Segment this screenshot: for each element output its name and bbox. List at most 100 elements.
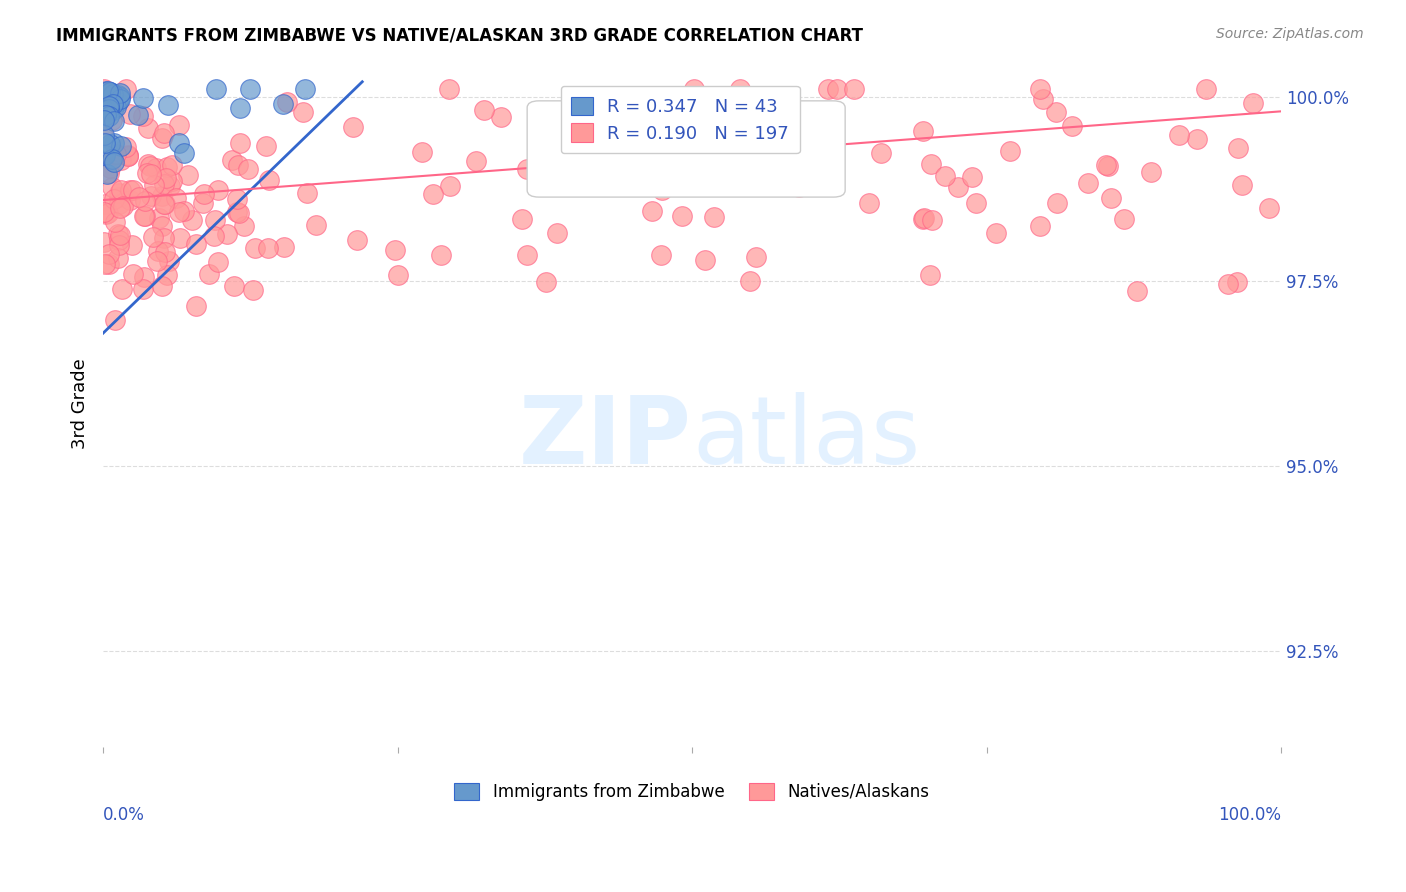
Point xyxy=(173,145,195,160)
Point xyxy=(97,246,120,260)
Point xyxy=(120,106,142,120)
Point xyxy=(297,186,319,200)
Y-axis label: 3rd Grade: 3rd Grade xyxy=(72,358,89,449)
Point xyxy=(384,243,406,257)
Point xyxy=(1140,164,1163,178)
Point xyxy=(157,98,180,112)
Point xyxy=(117,149,139,163)
Point xyxy=(103,192,125,206)
Point xyxy=(93,204,115,219)
Point xyxy=(305,218,328,232)
Point xyxy=(132,282,155,296)
Point xyxy=(695,253,717,268)
Point xyxy=(226,205,249,219)
Point xyxy=(101,87,124,101)
Point xyxy=(207,255,229,269)
Point xyxy=(215,227,238,241)
Point xyxy=(534,276,557,290)
Point xyxy=(107,227,129,241)
Point xyxy=(108,227,131,242)
Point xyxy=(101,97,124,112)
Point xyxy=(271,97,294,112)
Point xyxy=(132,109,155,123)
Point xyxy=(439,179,461,194)
Point xyxy=(104,147,127,161)
Point xyxy=(817,82,839,96)
Point xyxy=(242,283,264,297)
Point xyxy=(111,282,134,296)
Point xyxy=(97,109,120,123)
Point xyxy=(157,253,180,268)
Point xyxy=(273,240,295,254)
Point xyxy=(108,90,131,104)
Point xyxy=(110,139,132,153)
Point xyxy=(134,209,156,223)
FancyBboxPatch shape xyxy=(527,101,845,197)
Point xyxy=(93,235,115,249)
Point xyxy=(965,195,987,210)
Point xyxy=(465,154,488,169)
Point xyxy=(1028,219,1050,234)
Point xyxy=(156,268,179,282)
Point xyxy=(153,197,176,211)
Text: ZIP: ZIP xyxy=(519,392,692,483)
Point xyxy=(166,191,188,205)
Point xyxy=(387,268,409,283)
Point xyxy=(193,195,215,210)
Point xyxy=(153,244,176,259)
Point xyxy=(911,211,934,226)
Point xyxy=(97,104,120,119)
Point xyxy=(103,113,125,128)
Point xyxy=(516,248,538,262)
Point xyxy=(93,128,115,142)
Point xyxy=(346,233,368,247)
Point xyxy=(104,100,127,114)
Point xyxy=(100,99,122,113)
Point xyxy=(596,137,619,152)
Point xyxy=(153,230,176,244)
Point xyxy=(193,187,215,202)
Text: 100.0%: 100.0% xyxy=(1218,805,1281,823)
Point xyxy=(97,205,120,219)
Point xyxy=(162,174,184,188)
Point xyxy=(574,91,596,105)
Point xyxy=(202,229,225,244)
Point xyxy=(110,92,132,106)
Point xyxy=(640,203,662,218)
Point xyxy=(139,160,162,174)
Point xyxy=(1046,195,1069,210)
Point xyxy=(142,178,165,192)
Point xyxy=(101,112,124,127)
Point xyxy=(1045,105,1067,120)
Point xyxy=(107,95,129,110)
Point xyxy=(546,227,568,241)
Point xyxy=(291,104,314,119)
Point xyxy=(651,183,673,197)
Point xyxy=(146,244,169,259)
Point xyxy=(108,190,131,204)
Point xyxy=(127,108,149,122)
Point xyxy=(173,203,195,218)
Point xyxy=(609,116,631,130)
Point xyxy=(108,201,131,215)
Point xyxy=(98,257,121,271)
Point xyxy=(110,153,132,168)
Point xyxy=(650,247,672,261)
Point xyxy=(184,299,207,313)
Point xyxy=(98,85,121,99)
Point xyxy=(738,274,761,288)
Point xyxy=(1195,82,1218,96)
Point xyxy=(787,179,810,194)
Point xyxy=(110,183,132,197)
Point xyxy=(155,196,177,211)
Point xyxy=(117,148,139,162)
Point xyxy=(169,136,191,150)
Point xyxy=(1032,92,1054,106)
Point xyxy=(257,242,280,256)
Point xyxy=(228,206,250,220)
Point xyxy=(858,196,880,211)
Point xyxy=(134,209,156,223)
Point xyxy=(1226,275,1249,289)
Point xyxy=(205,82,228,96)
Point xyxy=(229,101,252,115)
